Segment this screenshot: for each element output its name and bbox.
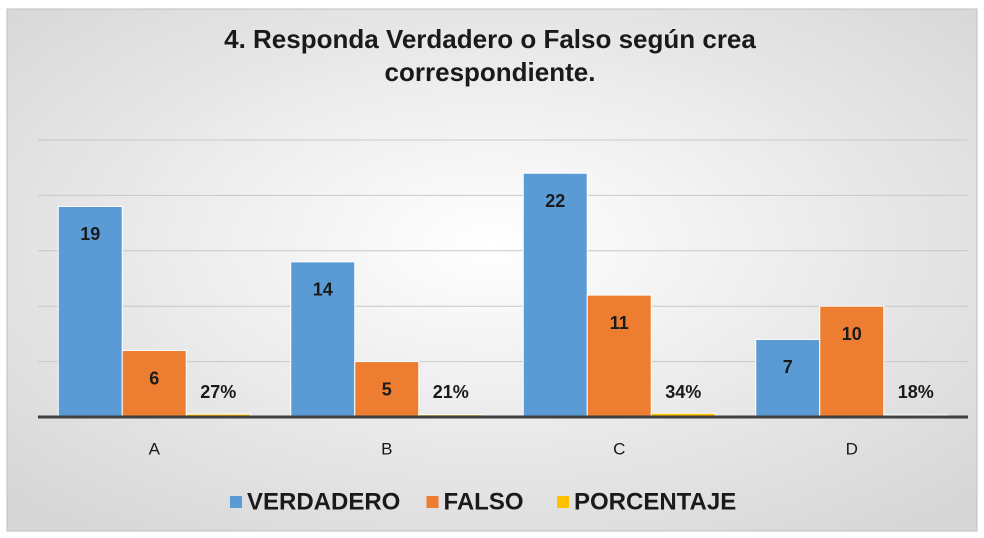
data-label: 5 bbox=[382, 379, 392, 399]
x-tick-label: D bbox=[846, 439, 858, 458]
data-label: 7 bbox=[783, 357, 793, 377]
bar bbox=[121, 350, 187, 418]
data-label: 22 bbox=[545, 191, 565, 211]
bar bbox=[57, 205, 123, 418]
chart-title: 4. Responda Verdadero o Falso según crea bbox=[224, 24, 756, 54]
bar bbox=[586, 294, 652, 418]
x-tick-label: B bbox=[381, 439, 392, 458]
bar bbox=[290, 261, 356, 418]
data-label: 10 bbox=[842, 324, 862, 344]
x-tick-label: A bbox=[149, 439, 161, 458]
legend-swatch bbox=[557, 496, 569, 508]
data-label: 14 bbox=[313, 280, 333, 300]
bar bbox=[522, 172, 588, 418]
data-label: 19 bbox=[80, 224, 100, 244]
legend-label: PORCENTAJE bbox=[574, 488, 736, 515]
chart-title: correspondiente. bbox=[385, 57, 596, 87]
legend-label: VERDADERO bbox=[247, 488, 400, 515]
data-label: 18% bbox=[898, 382, 934, 402]
data-label: 11 bbox=[610, 313, 629, 333]
data-label: 27% bbox=[200, 382, 236, 402]
legend-swatch bbox=[426, 496, 439, 508]
bar bbox=[755, 338, 821, 418]
bar bbox=[354, 361, 420, 418]
legend-swatch bbox=[230, 496, 242, 508]
data-label: 21% bbox=[433, 382, 469, 402]
legend-label: FALSO bbox=[444, 488, 524, 515]
x-tick-label: C bbox=[613, 439, 625, 458]
data-label: 6 bbox=[149, 368, 159, 388]
bar bbox=[819, 305, 885, 418]
data-label: 34% bbox=[665, 382, 701, 402]
chart-background bbox=[6, 8, 978, 532]
